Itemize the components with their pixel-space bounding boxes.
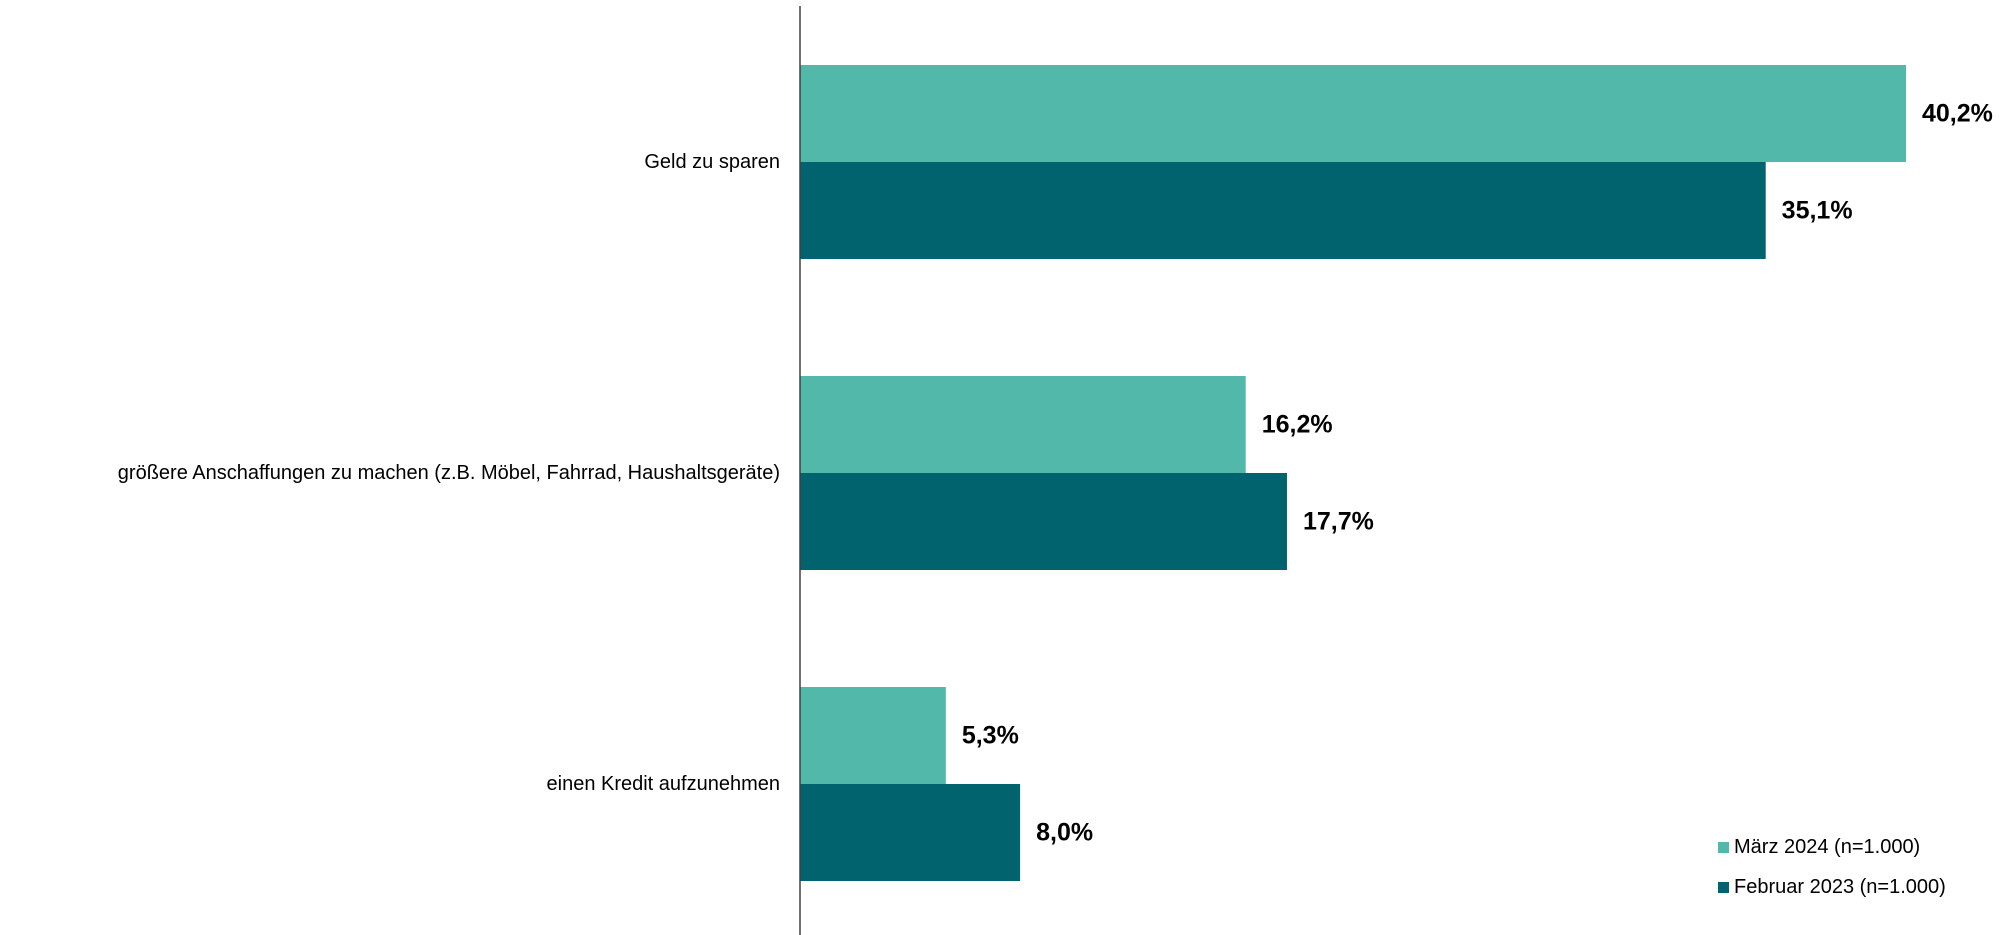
legend-swatch-series-1 [1718,841,1729,853]
bar-series-2 [800,473,1287,570]
legend: März 2024 (n=1.000) Februar 2023 (n=1.00… [1718,836,1946,916]
category-label: Geld zu sparen [644,151,780,173]
category-label: einen Kredit aufzunehmen [547,773,781,795]
bar-series-1 [800,65,1906,162]
data-label: 17,7% [1303,508,1374,536]
legend-item-series-1: März 2024 (n=1.000) [1718,836,1946,858]
bars-layer [800,65,1906,881]
bar-series-1 [800,687,946,784]
legend-label-series-1: März 2024 (n=1.000) [1734,835,1921,858]
bar-series-2 [800,162,1766,259]
bar-series-1 [800,376,1246,473]
data-label: 40,2% [1922,100,1993,128]
category-label: größere Anschaffungen zu machen (z.B. Mö… [118,462,780,484]
data-label: 5,3% [962,722,1019,750]
legend-swatch-series-2 [1718,881,1729,893]
value-labels: 40,2% 35,1% 16,2% 17,7% 5,3% 8,0% [962,100,1993,847]
legend-label-series-2: Februar 2023 (n=1.000) [1734,875,1946,898]
legend-item-series-2: Februar 2023 (n=1.000) [1718,876,1946,898]
data-label: 8,0% [1036,819,1093,847]
category-labels: Geld zu sparen größere Anschaffungen zu m… [118,151,780,795]
data-label: 16,2% [1262,411,1333,439]
data-label: 35,1% [1782,197,1853,225]
bar-series-2 [800,784,1021,881]
